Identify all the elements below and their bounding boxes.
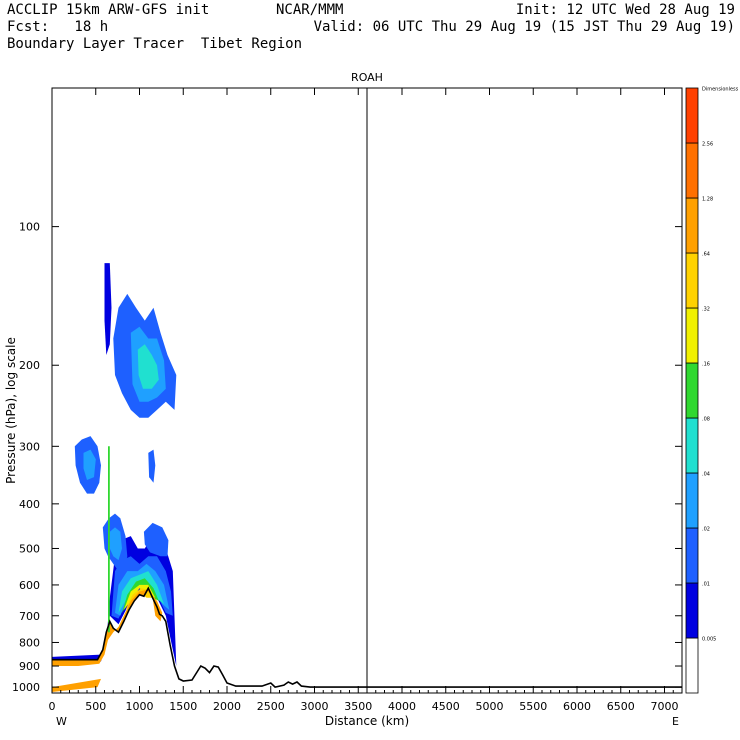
x-tick-label: 1000 (126, 700, 154, 713)
colorbar-label: .32 (702, 307, 710, 313)
header-forecast-hour: Fcst: 18 h (7, 19, 109, 35)
x-tick-label: 6000 (563, 700, 591, 713)
x-tick-label: 1500 (169, 700, 197, 713)
header-organization: NCAR/MMM (276, 2, 344, 18)
colorbar-label: .04 (702, 472, 710, 478)
colorbar-swatch (685, 307, 699, 364)
x-tick-label: 0 (49, 700, 56, 713)
west-label: W (56, 715, 67, 728)
header-init-time: Init: 12 UTC Wed 28 Aug 19 (515, 2, 735, 18)
y-tick-label: 1000 (12, 681, 40, 694)
colorbar-label: Dimensionless (702, 87, 739, 93)
chart-title: ROAH (351, 71, 383, 84)
header-field-region: Boundary Layer Tracer Tibet Region (7, 36, 303, 52)
colorbar: 0.005 .01 .02 .04 .08 .16 .32 .64 1.28 2.56 Dimens… (685, 87, 739, 694)
colorbar-swatch (685, 197, 699, 254)
header-title: ACCLIP 15km ARW-GFS init (7, 2, 210, 18)
colorbar-label: 2.56 (702, 142, 713, 148)
east-label: E (672, 715, 679, 728)
x-tick-label: 4000 (388, 700, 416, 713)
colorbar-swatch (685, 417, 699, 474)
tracer-region-13 (83, 449, 96, 480)
y-tick-label: 900 (19, 660, 40, 673)
colorbar-swatch (685, 472, 699, 529)
colorbar-swatch (685, 87, 699, 144)
tracer-region-3 (118, 571, 164, 613)
tracer-region-8 (104, 263, 112, 355)
x-axis-label: Distance (km) (325, 714, 409, 728)
tracer-region-16 (148, 449, 156, 483)
colorbar-swatch (685, 362, 699, 419)
tracer-region-18 (108, 446, 110, 633)
colorbar-swatch (685, 582, 699, 639)
x-tick-label: 5500 (519, 700, 547, 713)
tracer-region-11 (137, 344, 159, 389)
colorbar-swatch (685, 142, 699, 199)
x-tick-label: 4500 (432, 700, 460, 713)
terrain-line (52, 586, 682, 688)
colorbar-label: .01 (702, 582, 710, 588)
tracer-region-7 (52, 588, 163, 692)
colorbar-label: .08 (702, 417, 710, 423)
x-tick-label: 2000 (213, 700, 241, 713)
y-tick-label: 200 (19, 359, 40, 372)
tracer-region-15 (109, 527, 122, 561)
x-tick-label: 500 (85, 700, 106, 713)
tracer-region-2 (115, 563, 170, 616)
colorbar-swatch (685, 527, 699, 584)
axes: ROAH 0 500 1000 1500 2000 2500 3000 3500 4000 4500… (4, 71, 683, 728)
colorbar-swatch (685, 252, 699, 309)
x-tick-label: 2500 (257, 700, 285, 713)
tracer-region-4 (122, 578, 159, 613)
colorbar-label: .64 (702, 252, 710, 258)
y-tick-label: 400 (19, 498, 40, 511)
terrain (52, 586, 682, 688)
header-valid-time: Valid: 06 UTC Thu 29 Aug 19 (15 JST Thu … (313, 19, 735, 35)
y-tick-label: 100 (19, 221, 40, 234)
y-tick-label: 800 (19, 636, 40, 649)
tracer-region-17 (143, 522, 169, 557)
colorbar-label: 1.28 (702, 197, 713, 203)
x-tick-label: 3000 (301, 700, 329, 713)
colorbar-label: 0.005 (702, 637, 716, 643)
x-tick-label: 7000 (651, 700, 679, 713)
y-axis-label: Pressure (hPa), log scale (4, 337, 18, 484)
y-tick-label: 700 (19, 610, 40, 623)
colorbar-label: .16 (702, 362, 710, 368)
y-tick-label: 600 (19, 579, 40, 592)
x-tick-label: 6500 (607, 700, 635, 713)
tracer-regions (52, 263, 177, 692)
tracer-region-6 (125, 588, 154, 610)
y-tick-label: 300 (19, 440, 40, 453)
colorbar-swatch (685, 637, 699, 694)
x-tick-label: 3500 (344, 700, 372, 713)
y-tick-label: 500 (19, 542, 40, 555)
colorbar-label: .02 (702, 527, 710, 533)
x-tick-label: 5000 (476, 700, 504, 713)
